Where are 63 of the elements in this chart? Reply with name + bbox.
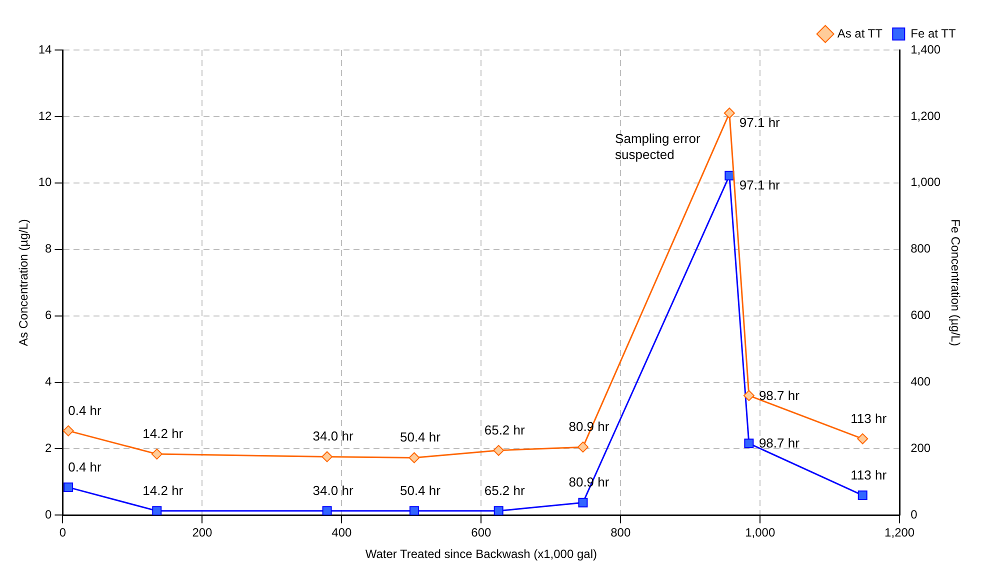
annotation: 65.2 hr	[484, 422, 526, 438]
y-tick-label: 8	[45, 242, 52, 256]
y-tick-label: 14	[38, 42, 52, 56]
point	[743, 390, 754, 402]
annotation: Sampling error suspected	[615, 131, 701, 162]
y2-tick-label: 600	[910, 308, 931, 322]
annotation: 97.1 hr	[739, 178, 781, 193]
annotation: 98.7 hr	[758, 436, 800, 451]
y2-tick-label: 200	[910, 441, 931, 456]
annotation: 98.7 hr	[758, 388, 800, 403]
y2-tick-label: 0	[910, 508, 918, 522]
annotation: 97.1 hr	[739, 115, 781, 130]
point	[322, 451, 333, 462]
point	[493, 444, 504, 456]
annotation: 0.4 hr	[68, 402, 102, 418]
point	[494, 506, 504, 516]
point	[152, 506, 162, 516]
point	[858, 490, 868, 500]
annotation: 34.0 hr	[312, 482, 354, 498]
y2-tick-label: 800	[910, 242, 931, 256]
x-tick-label: 1,200	[884, 526, 915, 540]
y-tick-label: 4	[45, 374, 52, 389]
y2-tick-label: 1,400	[910, 42, 941, 56]
point	[724, 108, 735, 119]
x-tick-label: 200	[192, 526, 213, 540]
point	[744, 438, 754, 448]
point	[151, 448, 162, 460]
annotation: 65.2 hr	[484, 482, 526, 498]
point	[322, 506, 332, 516]
y-tick-label: 6	[45, 308, 52, 322]
annotation: 50.4 hr	[400, 482, 442, 498]
y-tick-label: 10	[38, 175, 52, 190]
annotation: 34.0 hr	[312, 428, 354, 444]
y-axis-title: As Concentration (µg/L)	[16, 219, 31, 346]
annotation: 0.4 hr	[68, 459, 102, 474]
x-tick-label: 1,000	[745, 526, 776, 540]
y-tick-label: 0	[45, 508, 52, 522]
point	[724, 170, 734, 180]
y-tick-label: 2	[45, 441, 52, 456]
legend-label: As at TT	[837, 26, 884, 40]
legend-label: Fe at TT	[910, 26, 956, 40]
point	[577, 442, 588, 453]
point	[408, 452, 420, 464]
y2-tick-label: 400	[910, 374, 931, 389]
y2-axis-title: Fe Concentration (µg/L)	[948, 219, 962, 346]
point	[857, 433, 868, 444]
annotation: 50.4 hr	[400, 430, 442, 445]
y-tick-label: 12	[38, 108, 52, 123]
x-axis-title: Water Treated since Backwash (x1,000 gal)	[365, 547, 597, 562]
x-tick-label: 0	[59, 526, 66, 540]
annotation: 113 hr	[850, 467, 888, 482]
x-tick-label: 800	[610, 526, 631, 540]
y2-tick-label: 1,000	[910, 175, 941, 190]
point	[64, 482, 74, 492]
annotation: 14.2 hr	[142, 482, 184, 498]
y2-tick-label: 1,200	[910, 108, 941, 123]
point	[409, 506, 419, 516]
x-tick-label: 400	[332, 526, 352, 540]
point	[578, 498, 588, 508]
annotation: 14.2 hr	[142, 426, 184, 442]
annotation: 113 hr	[850, 410, 888, 426]
x-tick-label: 600	[471, 526, 492, 540]
point	[62, 425, 74, 436]
